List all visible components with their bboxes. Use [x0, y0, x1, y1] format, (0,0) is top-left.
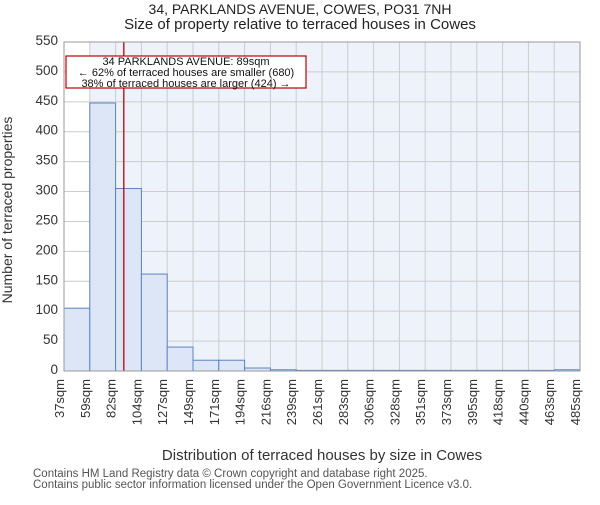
svg-text:194sqm: 194sqm [233, 379, 248, 425]
svg-text:283sqm: 283sqm [336, 379, 351, 425]
svg-text:50: 50 [43, 332, 58, 347]
svg-text:373sqm: 373sqm [439, 379, 454, 425]
svg-text:150: 150 [35, 272, 58, 287]
svg-text:450: 450 [35, 93, 58, 108]
svg-text:0: 0 [50, 362, 58, 377]
svg-text:38% of terraced houses are lar: 38% of terraced houses are larger (424) … [81, 78, 290, 90]
svg-text:261sqm: 261sqm [310, 379, 325, 425]
svg-text:463sqm: 463sqm [542, 379, 557, 425]
svg-text:127sqm: 127sqm [155, 379, 170, 425]
svg-text:328sqm: 328sqm [387, 379, 402, 425]
svg-text:350: 350 [35, 153, 58, 168]
svg-text:104sqm: 104sqm [129, 379, 144, 425]
svg-text:Contains public sector informa: Contains public sector information licen… [33, 479, 472, 491]
svg-text:Number of terraced properties: Number of terraced properties [0, 117, 15, 304]
svg-text:351sqm: 351sqm [413, 379, 428, 425]
svg-text:82sqm: 82sqm [104, 379, 119, 418]
svg-text:37sqm: 37sqm [52, 379, 67, 418]
svg-text:250: 250 [35, 212, 58, 227]
svg-text:550: 550 [35, 33, 58, 48]
svg-text:149sqm: 149sqm [181, 379, 196, 425]
svg-text:100: 100 [35, 302, 58, 317]
svg-text:400: 400 [35, 123, 58, 138]
svg-text:395sqm: 395sqm [465, 379, 480, 425]
svg-text:300: 300 [35, 183, 58, 198]
svg-text:34, PARKLANDS AVENUE, COWES, P: 34, PARKLANDS AVENUE, COWES, PO31 7NH [149, 1, 452, 17]
svg-text:Size of property relative to t: Size of property relative to terraced ho… [124, 16, 476, 33]
svg-text:216sqm: 216sqm [258, 379, 273, 425]
svg-text:Distribution of terraced house: Distribution of terraced houses by size … [162, 447, 482, 464]
svg-text:500: 500 [35, 63, 58, 78]
svg-text:418sqm: 418sqm [491, 379, 506, 425]
svg-text:239sqm: 239sqm [284, 379, 299, 425]
svg-text:440sqm: 440sqm [516, 379, 531, 425]
svg-text:200: 200 [35, 242, 58, 257]
svg-text:485sqm: 485sqm [568, 379, 583, 425]
svg-text:59sqm: 59sqm [78, 379, 93, 418]
svg-text:171sqm: 171sqm [207, 379, 222, 425]
svg-text:306sqm: 306sqm [362, 379, 377, 425]
